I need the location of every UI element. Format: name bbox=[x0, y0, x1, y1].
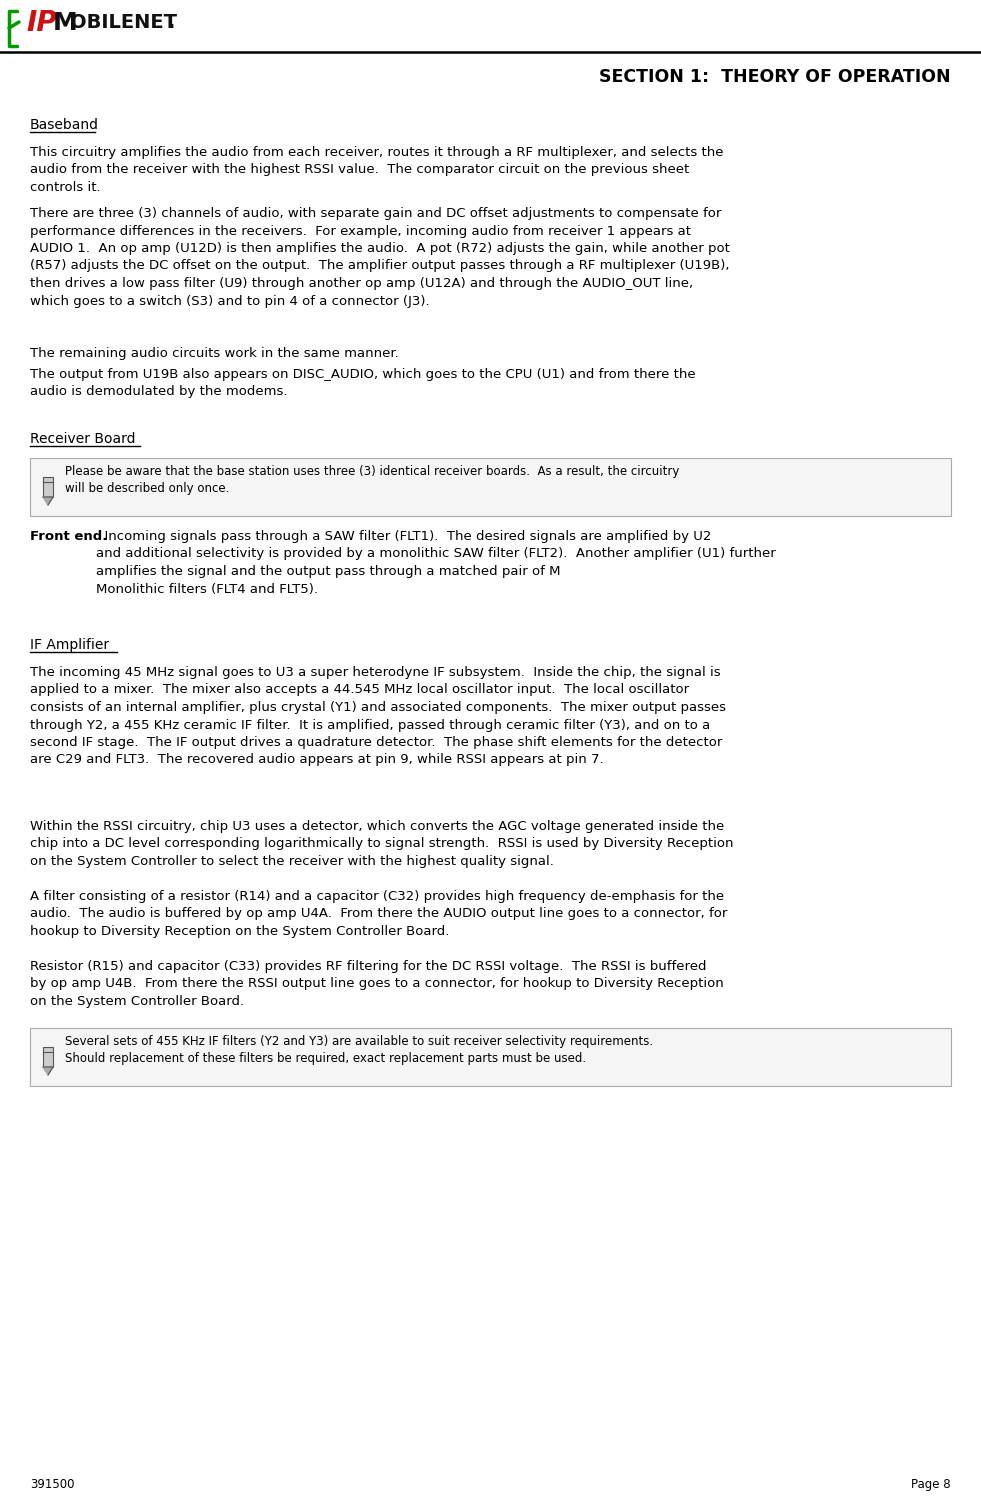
Text: Page 8: Page 8 bbox=[911, 1478, 951, 1490]
Text: The output from U19B also appears on DISC_AUDIO, which goes to the CPU (U1) and : The output from U19B also appears on DIS… bbox=[30, 368, 696, 398]
Bar bbox=[30, 458, 951, 516]
Text: Within the RSSI circuitry, chip U3 uses a detector, which converts the AGC volta: Within the RSSI circuitry, chip U3 uses … bbox=[30, 820, 734, 868]
Text: Baseband: Baseband bbox=[30, 119, 99, 132]
Text: Receiver Board: Receiver Board bbox=[30, 432, 135, 446]
Text: Incoming signals pass through a SAW filter (FLT1).  The desired signals are ampl: Incoming signals pass through a SAW filt… bbox=[96, 530, 776, 596]
Text: Please be aware that the base station uses three (3) identical receiver boards. : Please be aware that the base station us… bbox=[65, 465, 680, 495]
Text: 391500: 391500 bbox=[30, 1478, 75, 1490]
Text: .: . bbox=[168, 14, 176, 32]
Text: A filter consisting of a resistor (R14) and a capacitor (C32) provides high freq: A filter consisting of a resistor (R14) … bbox=[30, 890, 727, 938]
Bar bbox=[43, 1048, 53, 1067]
Text: Front end.: Front end. bbox=[30, 530, 107, 543]
Text: Several sets of 455 KHz IF filters (Y2 and Y3) are available to suit receiver se: Several sets of 455 KHz IF filters (Y2 a… bbox=[65, 1036, 653, 1066]
Text: There are three (3) channels of audio, with separate gain and DC offset adjustme: There are three (3) channels of audio, w… bbox=[30, 207, 730, 308]
Text: This circuitry amplifies the audio from each receiver, routes it through a RF mu: This circuitry amplifies the audio from … bbox=[30, 146, 724, 194]
Text: IF Amplifier: IF Amplifier bbox=[30, 638, 109, 651]
Bar bbox=[43, 477, 53, 497]
Text: M: M bbox=[53, 11, 77, 35]
Polygon shape bbox=[43, 1067, 53, 1075]
Polygon shape bbox=[43, 497, 53, 504]
Text: IP: IP bbox=[26, 9, 57, 38]
Text: The remaining audio circuits work in the same manner.: The remaining audio circuits work in the… bbox=[30, 347, 398, 360]
Text: Resistor (R15) and capacitor (C33) provides RF filtering for the DC RSSI voltage: Resistor (R15) and capacitor (C33) provi… bbox=[30, 961, 724, 1009]
Bar bbox=[30, 1028, 951, 1087]
Text: SECTION 1:  THEORY OF OPERATION: SECTION 1: THEORY OF OPERATION bbox=[599, 68, 951, 86]
Text: The incoming 45 MHz signal goes to U3 a super heterodyne IF subsystem.  Inside t: The incoming 45 MHz signal goes to U3 a … bbox=[30, 666, 726, 767]
Text: OBILENET: OBILENET bbox=[70, 14, 177, 32]
